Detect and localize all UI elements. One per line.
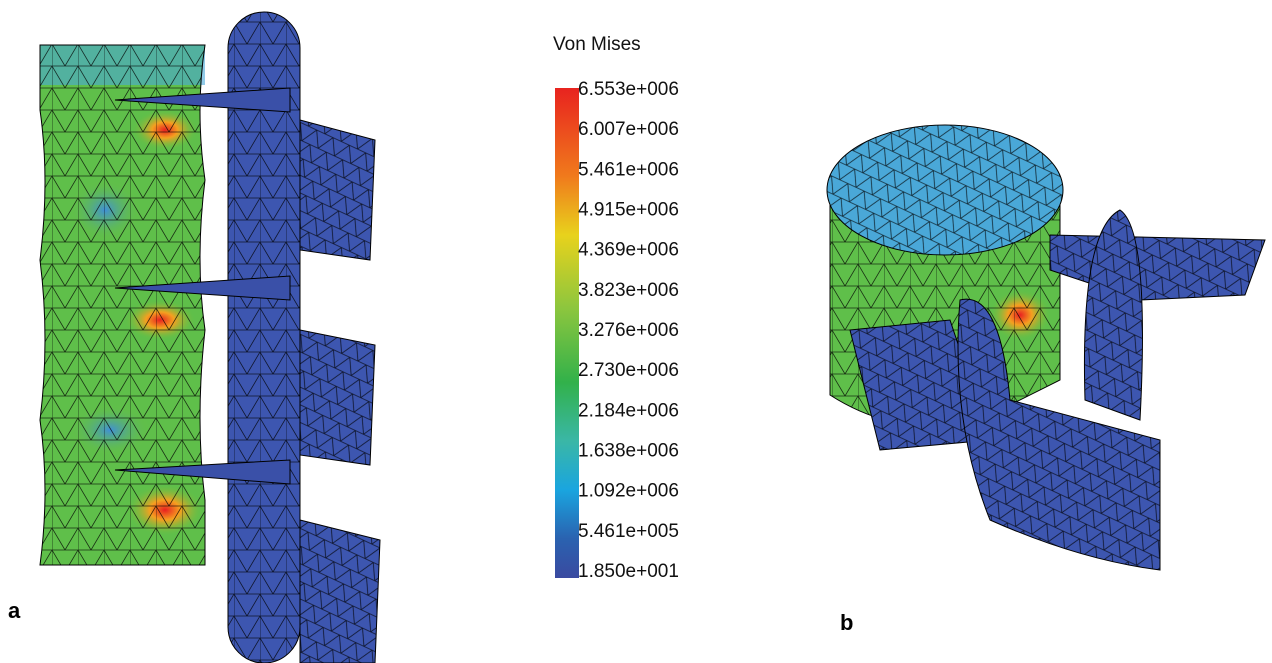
scale-label: 2.184e+006 [578, 400, 679, 421]
model-a [40, 12, 380, 663]
scale-label: 3.276e+006 [578, 320, 679, 341]
scale-label: 1.850e+001 [578, 561, 679, 582]
scale-label: 1.092e+006 [578, 481, 679, 502]
scale-label: 1.638e+006 [578, 441, 679, 462]
scale-label: 6.007e+006 [578, 119, 679, 140]
figure-canvas: Von Mises 6.553e+006 6.007e+006 5.461e+006… [0, 0, 1272, 663]
scale-label: 4.369e+006 [578, 240, 679, 261]
scale-label: 4.915e+006 [578, 200, 679, 221]
legend-title: Von Mises [553, 34, 641, 55]
scale-label: 3.823e+006 [578, 280, 679, 301]
figure: Von Mises 6.553e+006 6.007e+006 5.461e+006… [0, 0, 1272, 663]
scale-label: 6.553e+006 [578, 79, 679, 100]
scale-labels: 6.553e+006 6.007e+006 5.461e+006 4.915e+006… [578, 79, 679, 582]
model-b [827, 125, 1265, 570]
panel-label: a [8, 598, 21, 623]
panel-label: b [840, 610, 853, 635]
color-scale [555, 88, 579, 578]
scale-label: 5.461e+006 [578, 159, 679, 180]
scale-label: 5.461e+005 [578, 521, 679, 542]
scale-label: 2.730e+006 [578, 360, 679, 381]
